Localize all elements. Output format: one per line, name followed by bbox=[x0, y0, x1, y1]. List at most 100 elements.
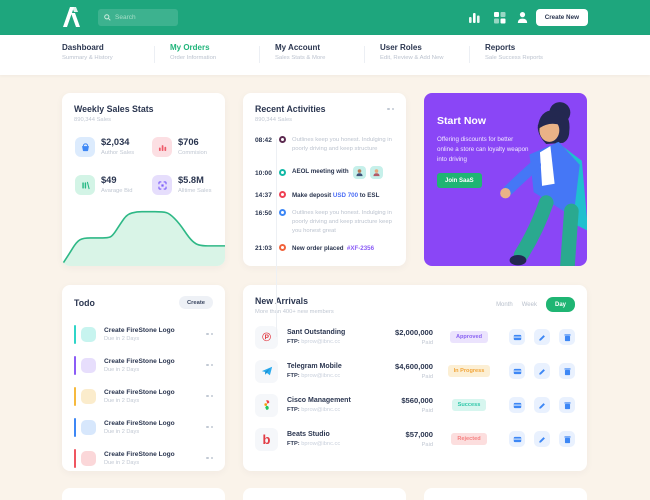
weekly-sales-subtitle: 890,344 Sales bbox=[74, 117, 112, 123]
filter-day-button[interactable]: Day bbox=[545, 297, 575, 312]
more-menu-icon[interactable] bbox=[206, 425, 213, 429]
todo-tile-icon bbox=[81, 388, 96, 404]
stat-commission: $706 Commision bbox=[152, 137, 207, 157]
tab-user-roles[interactable]: User Roles Edit, Review & Add New bbox=[380, 43, 444, 61]
todo-tile-icon bbox=[81, 357, 96, 373]
todo-item[interactable]: Create FireStone Logo Due in 2 Days bbox=[74, 446, 213, 470]
wallet-icon[interactable] bbox=[509, 363, 525, 379]
new-arrivals-card: New Arrivals More than 400+ new members … bbox=[243, 285, 587, 471]
todo-item-title: Create FireStone Logo bbox=[104, 450, 175, 458]
timeline-item: 21:03 New order placed #XF-2356 bbox=[255, 244, 395, 254]
order-reference-link[interactable]: #XF-2356 bbox=[346, 245, 375, 252]
todo-item[interactable]: Create FireStone Logo Due in 2 Days bbox=[74, 353, 213, 377]
stat-value: $5.8M bbox=[178, 175, 204, 185]
company-name: Cisco Management bbox=[287, 397, 351, 405]
tab-my-account[interactable]: My Account Sales Stats & More bbox=[275, 43, 325, 61]
timeline-text: to ESL bbox=[358, 192, 380, 199]
stat-average-bid: $49 Avarage Bid bbox=[75, 175, 132, 195]
more-menu-icon[interactable] bbox=[387, 108, 394, 111]
card-stub bbox=[62, 488, 225, 500]
bar-chart-icon bbox=[152, 137, 172, 157]
timeline-text: AEOL meeting with bbox=[292, 168, 349, 176]
delete-icon[interactable] bbox=[559, 397, 575, 413]
timeline-line bbox=[275, 139, 277, 337]
delete-icon[interactable] bbox=[559, 431, 575, 447]
tab-label: Reports bbox=[485, 43, 516, 52]
wallet-icon[interactable] bbox=[509, 329, 525, 345]
meeting-avatars bbox=[352, 166, 383, 179]
todo-card: Todo Create Create FireStone Logo Due in … bbox=[62, 285, 225, 471]
todo-item-title: Create FireStone Logo bbox=[104, 388, 175, 396]
company-email: bprow@ibnc.cc bbox=[301, 338, 341, 345]
paid-label: Paid bbox=[421, 407, 433, 414]
todo-item-title: Create FireStone Logo bbox=[104, 357, 175, 365]
start-now-promo-card: Start Now Offering discounts for better … bbox=[424, 93, 587, 266]
create-new-button[interactable]: Create New bbox=[535, 9, 588, 26]
todo-create-button[interactable]: Create bbox=[178, 296, 213, 309]
tab-label: My Account bbox=[275, 43, 321, 52]
weekly-sales-area-chart bbox=[62, 210, 225, 266]
todo-item[interactable]: Create FireStone Logo Due in 2 Days bbox=[74, 415, 213, 439]
search-box bbox=[98, 9, 178, 26]
edit-icon[interactable] bbox=[534, 431, 550, 447]
todo-tile-icon bbox=[81, 419, 96, 435]
timeline-time: 16:50 bbox=[255, 210, 272, 217]
join-saas-button[interactable]: Join SaaS bbox=[437, 173, 482, 188]
todo-item-title: Create FireStone Logo bbox=[104, 419, 175, 427]
grid-icon[interactable] bbox=[492, 10, 507, 25]
wallet-icon[interactable] bbox=[509, 397, 525, 413]
filter-month[interactable]: Month bbox=[496, 301, 513, 308]
bar-chart-icon[interactable] bbox=[467, 10, 482, 25]
company-name: Sant Outstanding bbox=[287, 329, 346, 337]
tab-my-orders[interactable]: My Orders Order Information bbox=[170, 43, 216, 61]
timeline-time: 10:00 bbox=[255, 169, 272, 177]
timeline-dot-icon bbox=[279, 136, 286, 143]
more-menu-icon[interactable] bbox=[206, 332, 213, 336]
delete-icon[interactable] bbox=[559, 329, 575, 345]
search-icon bbox=[104, 14, 111, 21]
paid-label: Paid bbox=[421, 339, 433, 346]
edit-icon[interactable] bbox=[534, 397, 550, 413]
amount: $560,000 bbox=[401, 396, 433, 406]
promo-title: Start Now bbox=[437, 115, 487, 127]
timeline-dot-icon bbox=[279, 191, 286, 198]
user-icon[interactable] bbox=[515, 10, 530, 25]
timeline-item: 16:50 Outlines keep you honest. Indulgin… bbox=[255, 209, 395, 236]
wallet-icon[interactable] bbox=[509, 431, 525, 447]
delete-icon[interactable] bbox=[559, 363, 575, 379]
status-badge: In Progress bbox=[447, 365, 491, 377]
columns-icon bbox=[75, 175, 95, 195]
table-row: Telegram Mobile FTP: bprow@ibnc.cc $4,60… bbox=[255, 357, 575, 385]
tab-label: My Orders bbox=[170, 43, 210, 52]
timeline-text: New order placed bbox=[292, 245, 344, 252]
edit-icon[interactable] bbox=[534, 363, 550, 379]
stat-label: Commision bbox=[178, 149, 207, 156]
p-logo: ℗ bbox=[255, 325, 278, 349]
tab-dashboard[interactable]: Dashboard Summary & History bbox=[62, 43, 113, 61]
recent-activities-card: Recent Activities 890,344 Sales 08:42 Ou… bbox=[243, 93, 406, 337]
filter-week[interactable]: Week bbox=[521, 301, 537, 308]
amount: $57,000 bbox=[405, 430, 433, 440]
search-input[interactable] bbox=[115, 14, 170, 21]
edit-icon[interactable] bbox=[534, 329, 550, 345]
top-navbar: Create New bbox=[0, 0, 650, 35]
paid-label: Paid bbox=[421, 373, 433, 380]
weekly-sales-title: Weekly Sales Stats bbox=[74, 104, 154, 114]
todo-item[interactable]: Create FireStone Logo Due in 2 Days bbox=[74, 322, 213, 346]
company-email: bprow@ibnc.cc bbox=[301, 440, 341, 447]
todo-item-due: Due in 2 Days bbox=[104, 397, 140, 404]
todo-color-bar bbox=[74, 324, 76, 344]
avatar bbox=[369, 166, 383, 179]
tab-reports[interactable]: Reports Sale Success Reports bbox=[485, 43, 543, 61]
more-menu-icon[interactable] bbox=[206, 363, 213, 367]
more-menu-icon[interactable] bbox=[206, 394, 213, 398]
company-email: bprow@ibnc.cc bbox=[301, 372, 341, 379]
more-menu-icon[interactable] bbox=[206, 456, 213, 460]
todo-item[interactable]: Create FireStone Logo Due in 2 Days bbox=[74, 384, 213, 408]
app-logo-icon bbox=[63, 7, 80, 27]
timeline-time: 21:03 bbox=[255, 245, 272, 252]
promo-text: Offering discounts for better online a s… bbox=[437, 136, 529, 164]
tab-sublabel: Sales Stats & More bbox=[275, 55, 326, 61]
stat-label: Author Sales bbox=[101, 149, 135, 156]
